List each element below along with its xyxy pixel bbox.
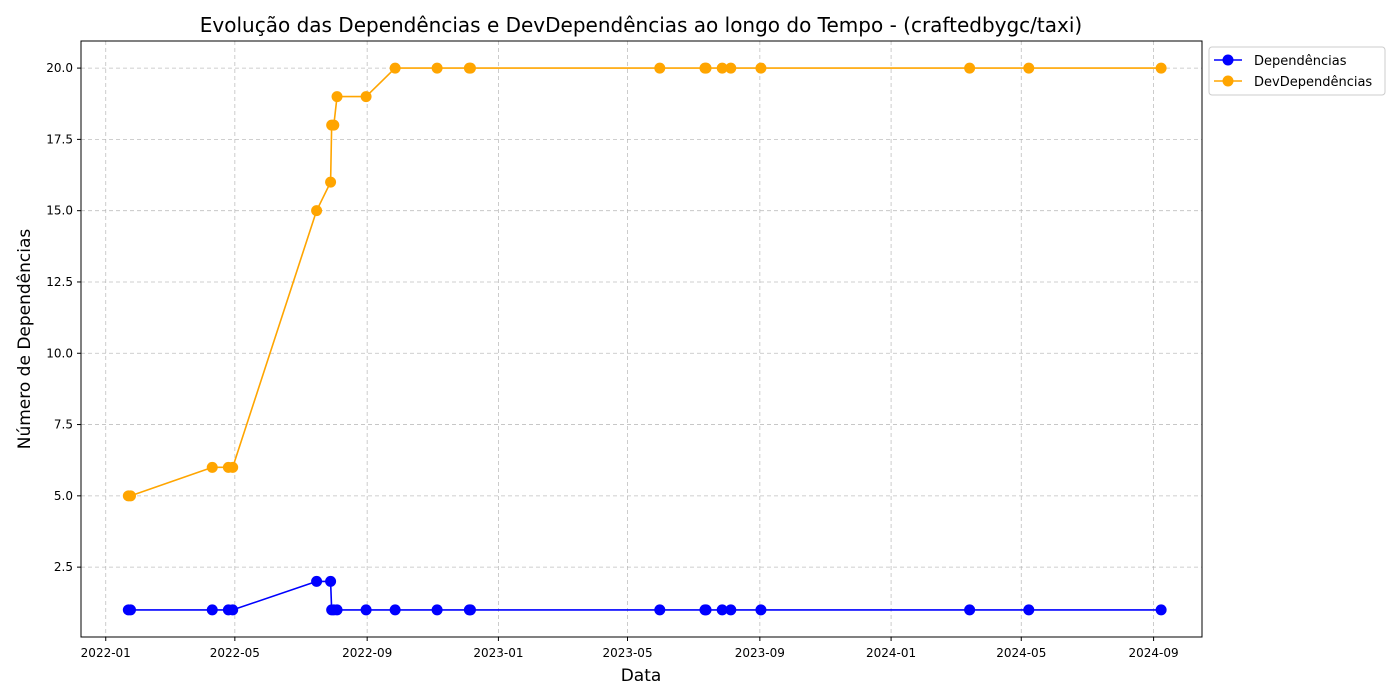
data-point-dependencias (311, 575, 323, 587)
data-point-dependencias (755, 604, 767, 616)
data-point-devdependencias (1023, 62, 1035, 74)
x-tick-label: 2023-01 (473, 646, 523, 660)
data-point-dependencias (964, 604, 976, 616)
data-point-dependencias (725, 604, 737, 616)
data-point-dependencias (431, 604, 443, 616)
y-tick-label: 15.0 (46, 204, 73, 218)
x-axis-ticks: 2022-01 2022-05 2022-09 2023-01 2023-05 2023-… (81, 637, 1179, 660)
series-layer (122, 62, 1167, 616)
data-point-dependencias (716, 604, 728, 616)
y-axis-ticks: 2.5 5.0 7.5 10.0 12.5 15.0 17.5 20.0 (46, 61, 81, 574)
series-line-dependencias (128, 580, 1162, 611)
data-point-devdependencias (360, 91, 372, 103)
data-point-devdependencias (654, 62, 666, 74)
data-point-devdependencias (464, 62, 476, 74)
data-point-dependencias (360, 604, 372, 616)
data-point-dependencias (206, 604, 218, 616)
legend-marker (1222, 75, 1234, 87)
data-point-devdependencias (700, 62, 712, 74)
data-point-dependencias (331, 604, 343, 616)
series-dependencias (122, 575, 1167, 616)
y-tick-label: 20.0 (46, 61, 73, 75)
x-tick-label: 2024-05 (996, 646, 1046, 660)
data-point-dependencias (1155, 604, 1167, 616)
legend-label: Dependências (1254, 54, 1347, 69)
data-point-devdependencias (206, 461, 218, 473)
data-point-devdependencias (389, 62, 401, 74)
y-tick-label: 5.0 (54, 489, 73, 503)
chart-title: Evolução das Dependências e DevDependênc… (200, 13, 1082, 37)
data-point-devdependencias (725, 62, 737, 74)
y-tick-label: 17.5 (46, 132, 73, 146)
data-point-devdependencias (331, 91, 343, 103)
legend-marker (1222, 54, 1234, 66)
data-point-dependencias (389, 604, 401, 616)
y-tick-label: 12.5 (46, 275, 73, 289)
y-tick-label: 2.5 (54, 560, 73, 574)
data-point-devdependencias (755, 62, 767, 74)
legend: Dependências DevDependências (1208, 46, 1386, 96)
legend-box (1208, 46, 1386, 96)
data-point-dependencias (124, 604, 136, 616)
data-point-devdependencias (964, 62, 976, 74)
data-point-dependencias (464, 604, 476, 616)
legend-item-devdependencias: DevDependências (1214, 75, 1372, 90)
x-tick-label: 2022-05 (210, 646, 260, 660)
x-tick-label: 2024-01 (866, 646, 916, 660)
data-point-devdependencias (325, 176, 337, 188)
y-tick-label: 7.5 (54, 418, 73, 432)
legend-label: DevDependências (1254, 75, 1372, 90)
data-point-dependencias (325, 575, 337, 587)
x-tick-label: 2022-09 (342, 646, 392, 660)
legend-item-dependencias: Dependências (1214, 54, 1347, 69)
x-axis-label: Data (621, 666, 662, 686)
y-tick-label: 10.0 (46, 346, 73, 360)
data-point-devdependencias (227, 461, 239, 473)
plot-frame (80, 40, 1203, 638)
series-devdependencias (122, 62, 1167, 502)
data-point-devdependencias (311, 205, 323, 217)
y-axis-label: Número de Dependências (15, 229, 35, 450)
data-point-devdependencias (716, 62, 728, 74)
x-tick-label: 2023-05 (602, 646, 652, 660)
x-tick-label: 2022-01 (81, 646, 131, 660)
data-point-devdependencias (124, 490, 136, 502)
data-point-devdependencias (328, 119, 340, 131)
grid (81, 41, 1202, 637)
x-tick-label: 2023-09 (735, 646, 785, 660)
data-point-dependencias (654, 604, 666, 616)
data-point-dependencias (700, 604, 712, 616)
data-point-dependencias (227, 604, 239, 616)
data-point-devdependencias (1155, 62, 1167, 74)
data-point-devdependencias (431, 62, 443, 74)
x-tick-label: 2024-09 (1129, 646, 1179, 660)
data-point-dependencias (1023, 604, 1035, 616)
